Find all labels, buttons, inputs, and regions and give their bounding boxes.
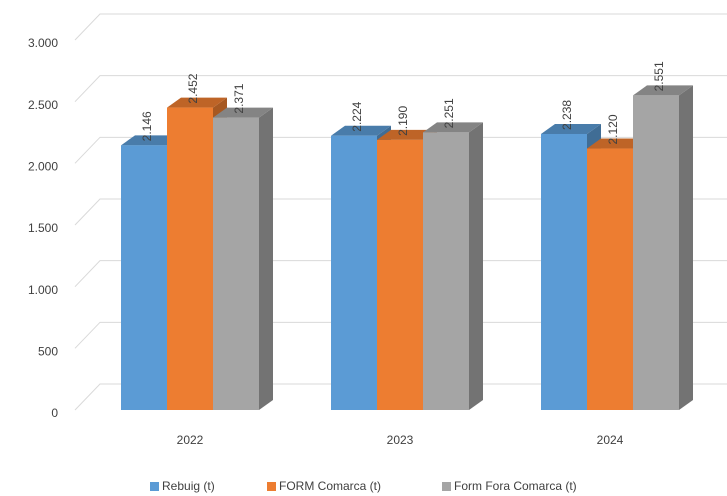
grid-line — [74, 136, 727, 164]
grid-line — [74, 321, 727, 349]
bar — [331, 135, 377, 410]
legend-swatch — [267, 482, 276, 491]
bar-top — [167, 97, 227, 108]
legend-swatch — [150, 482, 159, 491]
value-label: 2.238 — [560, 100, 574, 130]
bar-top — [331, 125, 391, 136]
x-tick-label: 2022 — [177, 433, 204, 447]
bar — [213, 117, 259, 411]
bar-top — [423, 122, 483, 133]
value-label: 2.146 — [140, 111, 154, 141]
y-tick-label: 2.000 — [28, 160, 58, 174]
value-label: 2.224 — [350, 101, 364, 131]
y-tick-label: 3.000 — [28, 36, 58, 50]
y-tick-label: 500 — [38, 345, 58, 359]
value-label: 2.551 — [652, 61, 666, 91]
legend-swatch — [442, 482, 451, 491]
bar — [541, 133, 587, 411]
grid-line — [74, 198, 727, 226]
bar — [167, 107, 213, 410]
legend-label: FORM Comarca (t) — [279, 479, 381, 493]
grid-line — [74, 13, 727, 41]
value-label: 2.190 — [396, 106, 410, 136]
bar — [377, 139, 423, 410]
grid-line — [74, 75, 727, 103]
value-label: 2.251 — [442, 98, 456, 128]
value-label: 2.452 — [186, 73, 200, 103]
y-tick-label: 0 — [51, 406, 58, 420]
value-label: 2.371 — [232, 83, 246, 113]
bar-top — [633, 85, 693, 96]
bar — [121, 145, 167, 410]
value-label: 2.120 — [606, 114, 620, 144]
bar-top — [541, 123, 601, 134]
bar-top — [377, 129, 437, 140]
grid-line — [74, 260, 727, 288]
bar-side — [679, 85, 693, 411]
y-tick-label: 1.500 — [28, 221, 58, 235]
bar-side — [259, 107, 273, 411]
bar-top — [587, 138, 647, 149]
legend-label: Form Fora Comarca (t) — [454, 479, 577, 493]
bar — [423, 132, 469, 411]
x-tick-label: 2023 — [387, 433, 414, 447]
bar — [587, 148, 633, 411]
bar-top — [213, 107, 273, 118]
bar-side — [469, 122, 483, 411]
bar — [633, 95, 679, 411]
x-tick-label: 2024 — [597, 433, 624, 447]
bar-top — [121, 135, 181, 146]
grid-line — [74, 383, 727, 411]
y-tick-label: 1.000 — [28, 283, 58, 297]
legend-label: Rebuig (t) — [162, 479, 215, 493]
y-tick-label: 2.500 — [28, 98, 58, 112]
